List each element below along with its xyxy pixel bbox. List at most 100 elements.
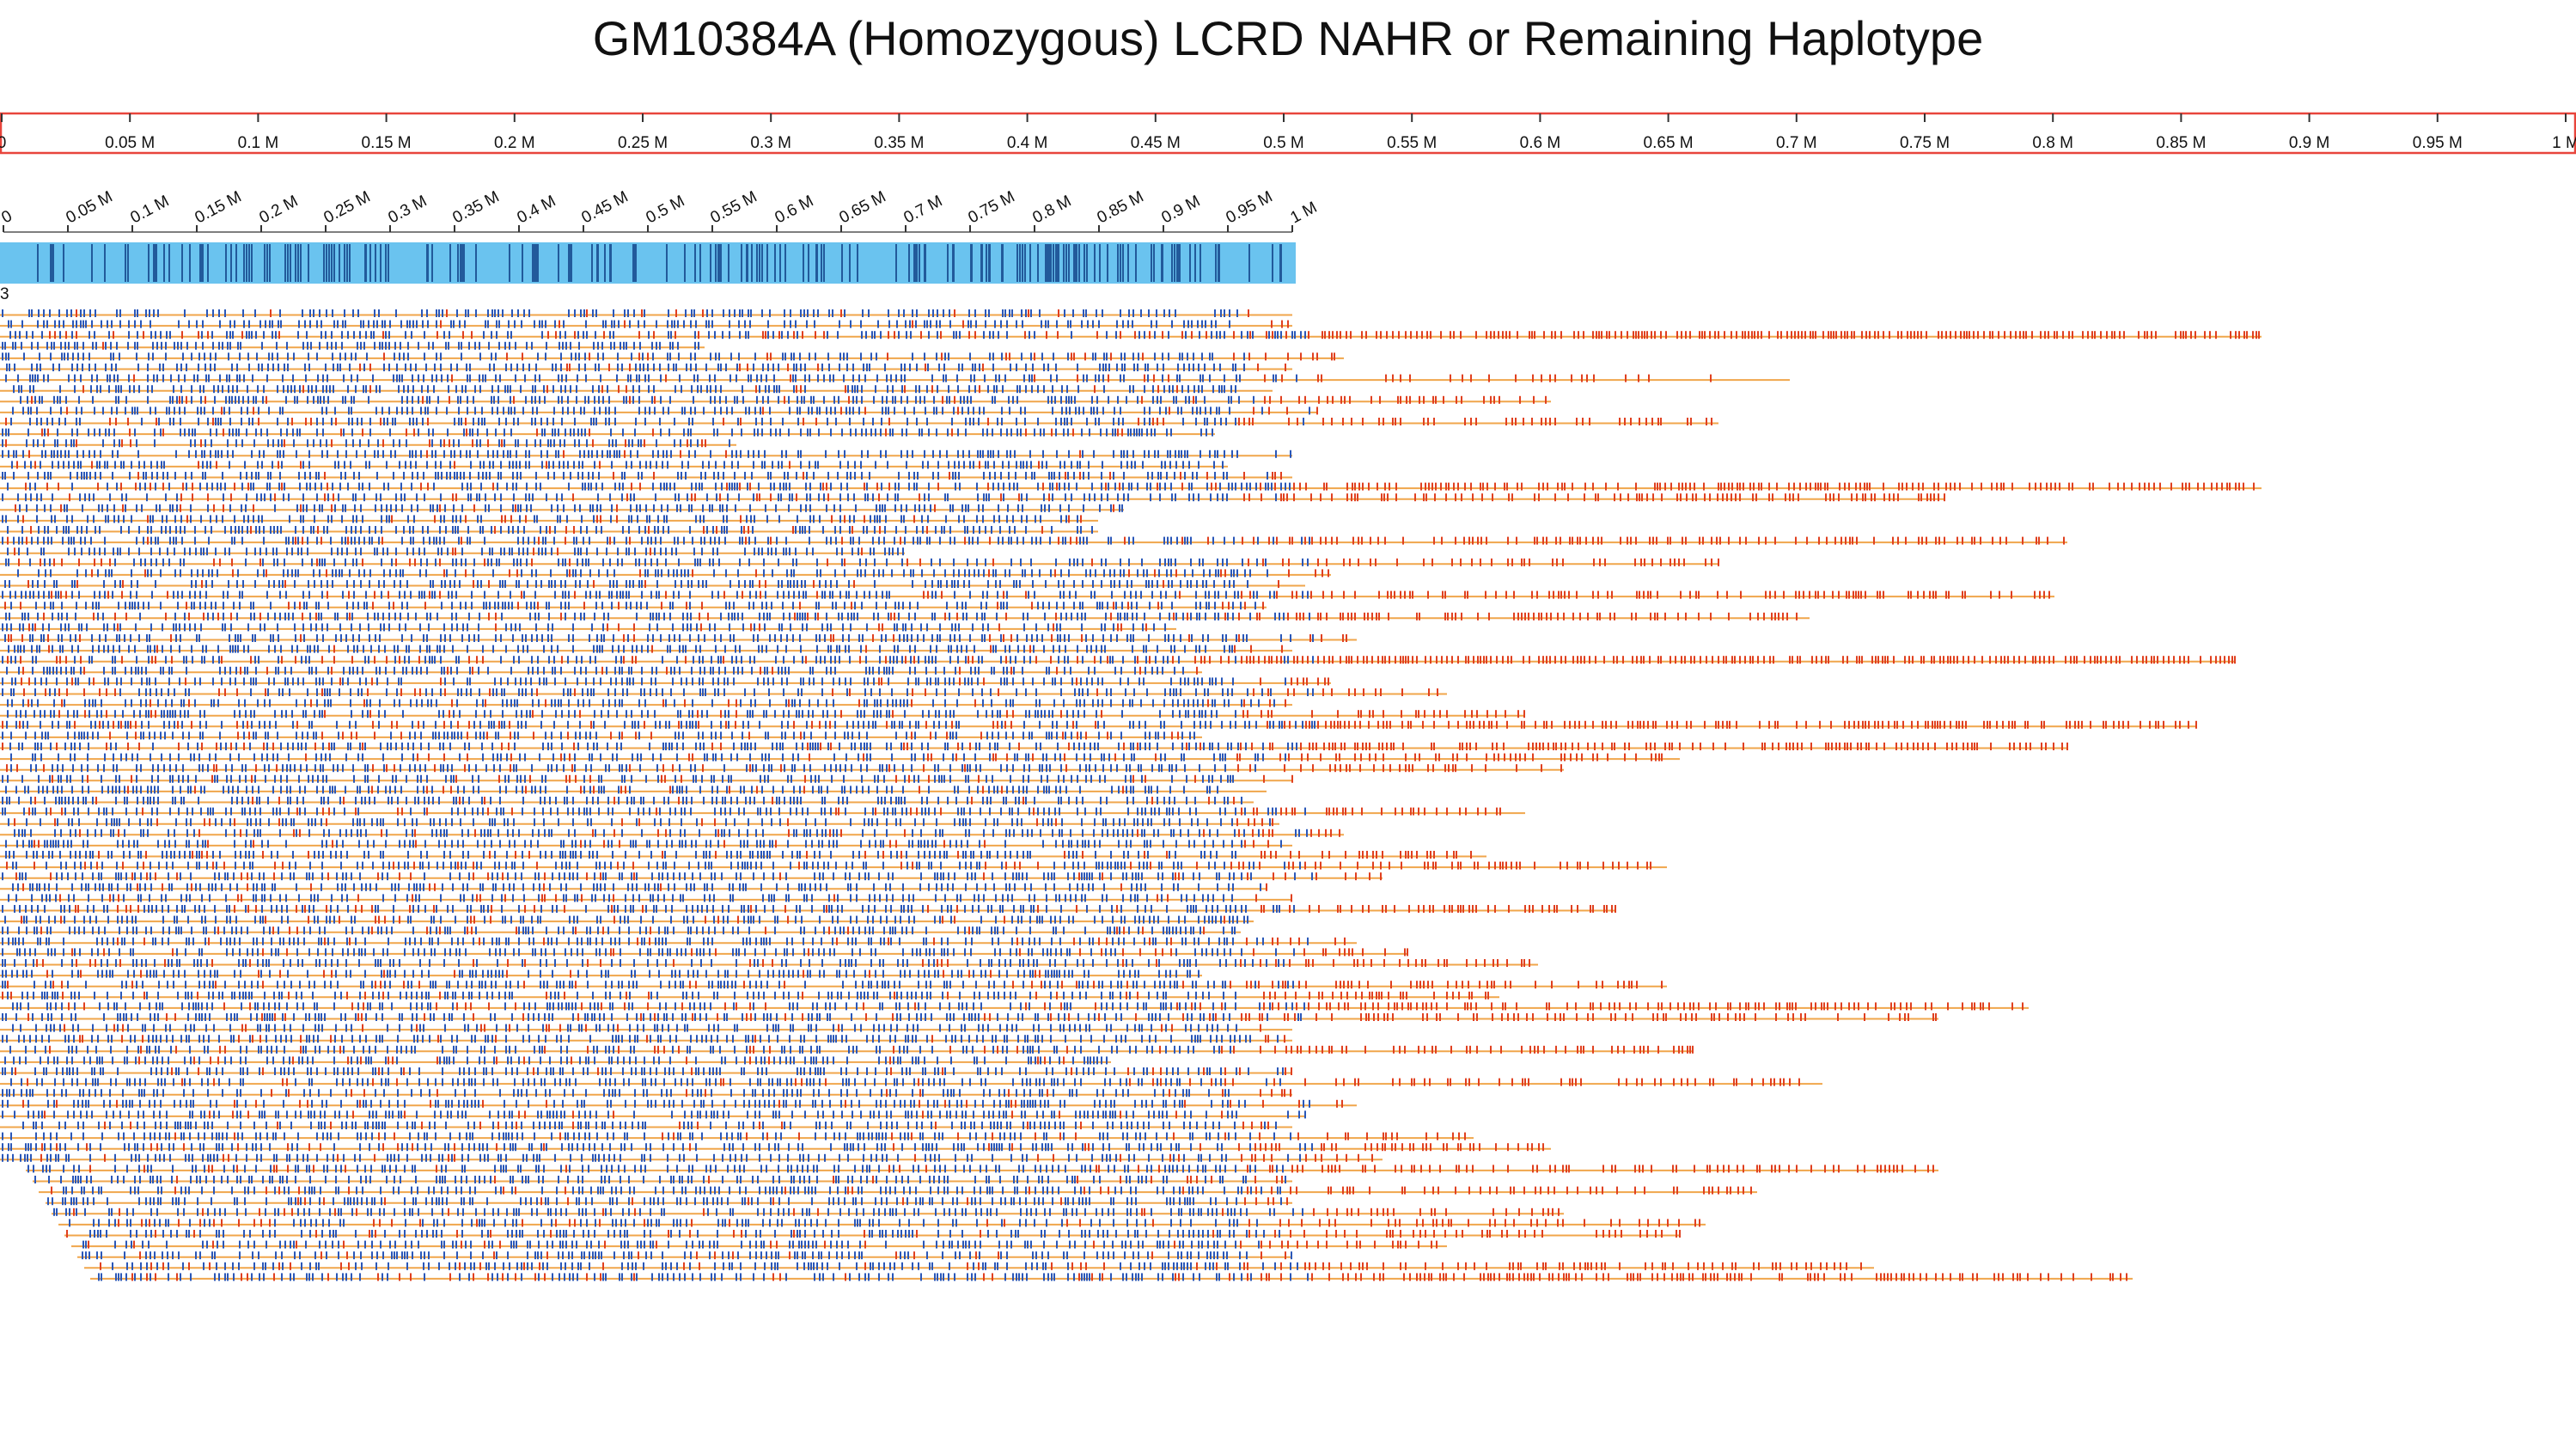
read-mark	[673, 569, 675, 578]
reference-bar-stripe	[604, 244, 606, 282]
read-mark	[841, 547, 843, 556]
read-mark	[982, 504, 984, 512]
read-mark	[411, 504, 412, 512]
reference-bar-stripe	[475, 244, 477, 282]
read-mark	[1423, 558, 1425, 566]
read-mark	[464, 320, 466, 328]
read-mark	[531, 569, 533, 578]
read-mark	[160, 331, 162, 339]
reference-bar-stripe	[1024, 244, 1026, 282]
read-mark	[793, 569, 795, 578]
reference-bar-stripe	[534, 244, 537, 282]
read-mark	[700, 536, 702, 545]
read-mark	[1026, 461, 1028, 469]
read-mark	[958, 461, 960, 469]
read-mark	[165, 526, 167, 534]
read-mark	[302, 558, 303, 566]
read-mark	[725, 449, 727, 458]
read-mark	[1833, 331, 1834, 339]
read-mark	[37, 472, 39, 480]
read-mark	[656, 461, 657, 469]
read-mark	[1146, 482, 1148, 491]
read-mark	[861, 331, 863, 339]
read-mark	[407, 515, 409, 523]
read-mark	[1441, 536, 1443, 545]
read-mark	[539, 374, 540, 382]
read-mark	[855, 428, 857, 437]
read-mark	[929, 536, 931, 545]
read-mark	[820, 569, 821, 578]
read-mark	[21, 341, 22, 350]
read-mark	[1534, 331, 1535, 339]
read-mark	[296, 395, 298, 404]
read-mark	[979, 526, 980, 534]
read-mark	[411, 331, 412, 339]
read-mark	[608, 395, 610, 404]
read-mark	[108, 385, 110, 394]
read-mark	[1079, 536, 1081, 545]
read-mark	[497, 309, 499, 317]
read-mark	[449, 439, 450, 448]
read-mark	[215, 418, 217, 425]
read-mark	[183, 558, 185, 566]
read-mark	[879, 515, 881, 523]
read-mark	[1275, 449, 1277, 458]
read-mark	[608, 439, 610, 448]
read-mark	[30, 407, 32, 415]
read-mark	[1286, 493, 1288, 502]
read-mark	[241, 504, 242, 512]
read-mark	[1198, 385, 1199, 394]
read-mark	[252, 418, 253, 425]
read-mark	[234, 515, 235, 523]
read-mark	[293, 352, 295, 361]
read-mark	[1143, 569, 1145, 578]
read-mark	[2235, 331, 2237, 339]
read-mark	[1620, 536, 1621, 545]
read-mark	[500, 547, 502, 556]
read-mark	[878, 536, 880, 545]
read-mark	[415, 449, 417, 458]
read-mark	[214, 364, 216, 371]
read-mark	[809, 526, 810, 534]
read-mark	[1123, 493, 1125, 502]
read-mark	[376, 472, 378, 480]
reference-bar-stripe	[1019, 244, 1021, 282]
read-mark	[1188, 364, 1190, 371]
read-mark	[713, 472, 715, 480]
read-mark	[656, 320, 657, 328]
read-mark	[152, 515, 154, 523]
read-mark	[506, 482, 508, 491]
read-mark	[284, 364, 285, 371]
read-mark	[629, 320, 631, 328]
read-mark	[331, 331, 333, 339]
read-mark	[1215, 320, 1217, 328]
read-mark	[374, 449, 375, 458]
reference-bar-stripe	[385, 244, 387, 282]
read-mark	[745, 536, 747, 545]
read-mark	[1024, 418, 1026, 425]
read-mark	[1224, 449, 1225, 458]
read-mark	[1236, 309, 1238, 317]
read-mark	[1069, 558, 1071, 566]
read-mark	[107, 461, 108, 469]
read-mark	[1426, 331, 1428, 339]
read-mark	[838, 395, 839, 404]
read-mark	[629, 395, 631, 404]
read-mark	[982, 515, 984, 523]
read-mark	[496, 558, 497, 566]
read-mark	[1107, 493, 1108, 502]
read-mark	[1271, 320, 1273, 328]
read-mark	[424, 352, 425, 361]
reference-label: 3	[0, 285, 9, 303]
read-mark	[1006, 515, 1008, 523]
read-mark	[1078, 407, 1080, 415]
read-mark	[34, 395, 36, 404]
read-mark	[822, 482, 824, 491]
read-mark	[448, 385, 449, 394]
read-mark	[246, 331, 247, 339]
read-mark	[96, 461, 98, 469]
read-mark	[1028, 309, 1029, 317]
read-mark	[576, 395, 577, 404]
read-mark	[526, 341, 528, 350]
read-mark	[436, 407, 437, 415]
